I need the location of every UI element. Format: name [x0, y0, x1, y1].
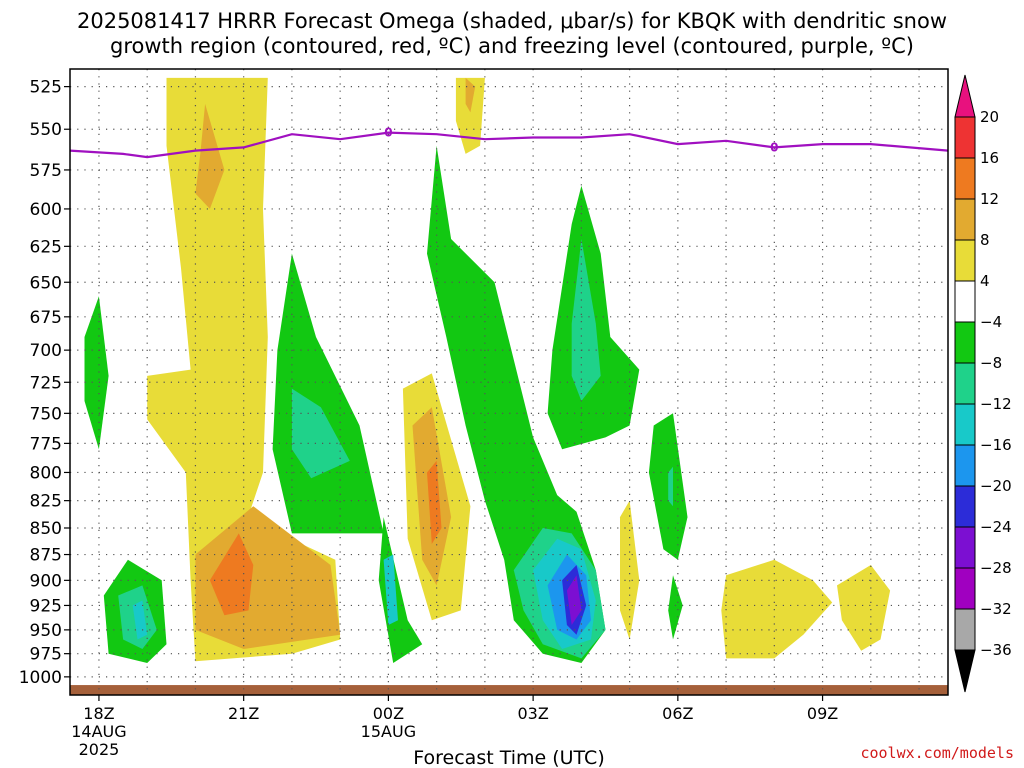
- chart-title-line-1: 2025081417 HRRR Forecast Omega (shaded, …: [77, 9, 947, 33]
- y-tick-label: 725: [30, 373, 62, 393]
- x-tick-year: 2025: [79, 740, 120, 759]
- y-axis: 525 550 575 600 625 650 675 700 725 750 775 800 825 8…: [19, 78, 70, 688]
- y-tick-label: 875: [30, 546, 62, 566]
- colorbar-label: −28: [980, 559, 1012, 577]
- y-tick-label: 625: [30, 237, 62, 257]
- x-tick-label: 06Z: [662, 704, 693, 723]
- freezing-level-layer: 00: [69, 126, 949, 159]
- colorbar-segment: [954, 280, 976, 323]
- colorbar-label: −24: [980, 518, 1012, 536]
- omega-shaded-layer: [84, 77, 891, 663]
- freezing-level-label: 0: [770, 140, 778, 154]
- y-tick-label: 825: [30, 492, 62, 512]
- y-tick-label: 750: [30, 404, 62, 424]
- colorbar-segment: [954, 526, 976, 569]
- colorbar-label: 8: [980, 231, 990, 249]
- omega-region-pos-top-right-core: [465, 77, 476, 113]
- colorbar-label: 4: [980, 272, 990, 290]
- omega-region-neg-diag-1-teal: [291, 388, 350, 479]
- colorbar-label: −12: [980, 395, 1012, 413]
- colorbar-label: −4: [980, 313, 1002, 331]
- ground-strip: [70, 685, 948, 695]
- freezing-level-label: 0: [384, 126, 392, 140]
- x-axis-label: Forecast Time (UTC): [413, 747, 604, 768]
- omega-region-neg-left-lower-cyan: [132, 600, 148, 640]
- x-tick-label: 00Z: [373, 704, 404, 723]
- y-tick-label: 700: [30, 341, 62, 361]
- colorbar-label: −8: [980, 354, 1002, 372]
- y-tick-label: 575: [30, 161, 62, 181]
- colorbar-segment: [954, 444, 976, 487]
- credit-text: coolwx.com/models: [860, 744, 1014, 762]
- colorbar-segment: [954, 362, 976, 405]
- colorbar-label: 12: [980, 190, 999, 208]
- colorbar-segment: [954, 608, 976, 651]
- x-tick-date: 14AUG: [71, 722, 126, 741]
- colorbar-label: −20: [980, 477, 1012, 495]
- colorbar-top-arrow: [954, 74, 976, 118]
- colorbar-segment: [954, 198, 976, 241]
- omega-region-neg-right-small-teal: [668, 466, 673, 507]
- colorbar-bottom-arrow: [954, 649, 976, 693]
- colorbar-label: 16: [980, 149, 999, 167]
- chart-title-line-2: growth region (contoured, red, ºC) and f…: [110, 34, 914, 58]
- omega-region-pos-upper-tower: [147, 77, 341, 662]
- x-tick-label: 09Z: [807, 704, 838, 723]
- omega-region-pos-upper-core: [195, 103, 225, 209]
- y-tick-label: 775: [30, 434, 62, 454]
- omega-region-neg-lower-purple: [566, 575, 582, 625]
- omega-region-neg-bottom-mid-cyan: [383, 554, 398, 625]
- omega-region-pos-bottom-right-2: [837, 565, 891, 651]
- omega-region-pos-bottom-right-1: [721, 559, 833, 659]
- omega-region-pos-lower-core: [209, 533, 254, 616]
- colorbar-segment: [954, 116, 976, 159]
- freezing-level-line: [69, 131, 949, 159]
- colorbar-label: −16: [980, 436, 1012, 454]
- colorbar-segment: [954, 157, 976, 200]
- x-tick-label: 18Z: [83, 704, 114, 723]
- y-tick-label: 925: [30, 596, 62, 616]
- y-tick-label: 525: [30, 78, 62, 98]
- colorbar-segment: [954, 567, 976, 610]
- omega-region-pos-thin: [620, 500, 640, 640]
- omega-region-pos-mid-core: [427, 460, 442, 544]
- x-tick-label: 03Z: [517, 704, 548, 723]
- omega-region-neg-right-bottom: [668, 575, 683, 640]
- colorbar-segment: [954, 239, 976, 282]
- colorbar-segment: [954, 485, 976, 528]
- y-tick-label: 675: [30, 308, 62, 328]
- omega-region-pos-top-right: [455, 77, 485, 154]
- colorbar-label: −36: [980, 641, 1012, 659]
- colorbar-label: −32: [980, 600, 1012, 618]
- x-tick-label: 21Z: [228, 704, 259, 723]
- colorbar-label: 20: [980, 108, 999, 126]
- y-tick-label: 650: [30, 273, 62, 293]
- colorbar-segment: [954, 321, 976, 364]
- x-tick-date: 15AUG: [361, 722, 416, 741]
- y-tick-label: 950: [30, 621, 62, 641]
- omega-region-neg-left-upper: [84, 296, 109, 450]
- colorbar-segment: [954, 403, 976, 446]
- y-tick-label: 900: [30, 571, 62, 591]
- y-tick-label: 850: [30, 519, 62, 539]
- ground-layer: [70, 685, 948, 695]
- y-tick-label: 600: [30, 200, 62, 220]
- omega-region-neg-bottom-mid: [378, 517, 423, 663]
- omega-region-neg-diag-1: [272, 253, 384, 534]
- y-tick-label: 975: [30, 645, 62, 665]
- omega-region-neg-upper-right-teal: [571, 239, 601, 401]
- y-tick-label: 800: [30, 463, 62, 483]
- y-tick-label: 1000: [19, 668, 62, 688]
- y-tick-label: 550: [30, 120, 62, 140]
- colorbar: 20 16 12 8 4 −4 −8 −12 −16 −20 −24 −28 −32 −36: [954, 74, 1012, 693]
